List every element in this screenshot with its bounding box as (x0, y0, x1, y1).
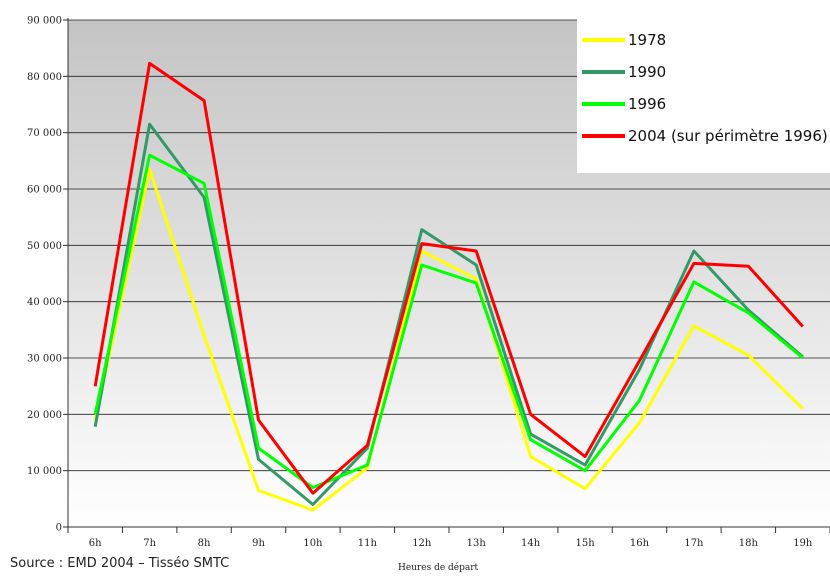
source-note: Source : EMD 2004 – Tisséo SMTC (10, 556, 230, 571)
y-tick-label: 80 000 (27, 72, 62, 83)
x-tick-label: 18h (739, 538, 759, 549)
y-tick-label: 40 000 (27, 297, 62, 308)
y-tick-label: 30 000 (27, 354, 62, 365)
legend-label: 1996 (628, 95, 666, 113)
x-tick-label: 11h (358, 538, 378, 549)
x-tick-label: 8h (198, 538, 211, 549)
y-tick-label: 70 000 (27, 128, 62, 139)
x-tick-label: 7h (143, 538, 156, 549)
x-axis-label: Heures de départ (398, 563, 479, 573)
y-tick-label: 10 000 (27, 466, 62, 477)
legend-label: 2004 (sur périmètre 1996) (628, 127, 828, 145)
x-tick-label: 12h (412, 538, 432, 549)
legend-box (577, 20, 830, 173)
series-line-1978 (93, 167, 804, 512)
series-line-2004 (93, 61, 804, 495)
x-tick-label: 10h (303, 538, 323, 549)
y-tick-label: 90 000 (27, 16, 62, 27)
x-tick-label: 9h (252, 538, 265, 549)
x-tick-labels: 6h 7h 8h 9h 10h 11h 12h 13h 14h 15h 16h 17h 18h 19h (89, 538, 813, 549)
x-tick-label: 13h (467, 538, 487, 549)
y-tick-label: 20 000 (27, 410, 62, 421)
y-tick-label: 50 000 (27, 241, 62, 252)
legend-label: 1990 (628, 63, 666, 81)
x-tick-label: 17h (684, 538, 704, 549)
x-tick-label: 19h (793, 538, 813, 549)
gridlines (68, 19, 830, 472)
y-tick-label: 0 (56, 523, 62, 534)
y-tick-label: 60 000 (27, 185, 62, 196)
series-line-1996 (93, 153, 804, 490)
x-tick-label: 15h (575, 538, 595, 549)
y-tick-labels: 0 10 000 20 000 30 000 40 000 50 000 60 000 70 … (27, 16, 62, 534)
x-tick-label: 14h (521, 538, 541, 549)
legend-label: 1978 (628, 31, 666, 49)
x-tick-label: 6h (89, 538, 102, 549)
x-tick-label: 16h (630, 538, 650, 549)
series-lines (93, 61, 804, 512)
axes (63, 18, 830, 533)
legend: 1978 1990 1996 2004 (sur périmètre 1996) (582, 31, 828, 145)
